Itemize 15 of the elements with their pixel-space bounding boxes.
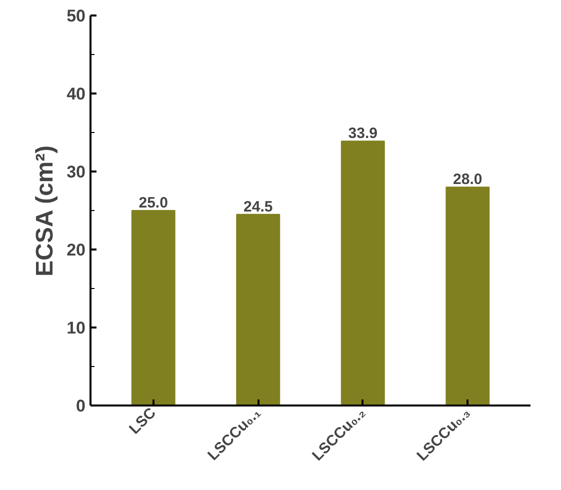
y-tick-label: 40 <box>66 84 86 104</box>
y-tick-label: 20 <box>66 240 86 260</box>
data-label: 28.0 <box>453 171 482 188</box>
data-label: 24.5 <box>244 198 273 216</box>
y-axis-title: ECSA (cm²) <box>32 145 59 277</box>
y-tick-label: 30 <box>66 162 86 182</box>
bar <box>236 214 280 406</box>
data-label: 25.0 <box>138 194 168 212</box>
y-tick-label: 50 <box>66 6 86 26</box>
y-tick-label: 0 <box>76 396 86 416</box>
bar <box>131 210 176 406</box>
y-tick-label: 10 <box>66 318 86 338</box>
bar <box>446 186 490 406</box>
bar <box>340 140 385 406</box>
data-label: 33.9 <box>348 125 378 142</box>
